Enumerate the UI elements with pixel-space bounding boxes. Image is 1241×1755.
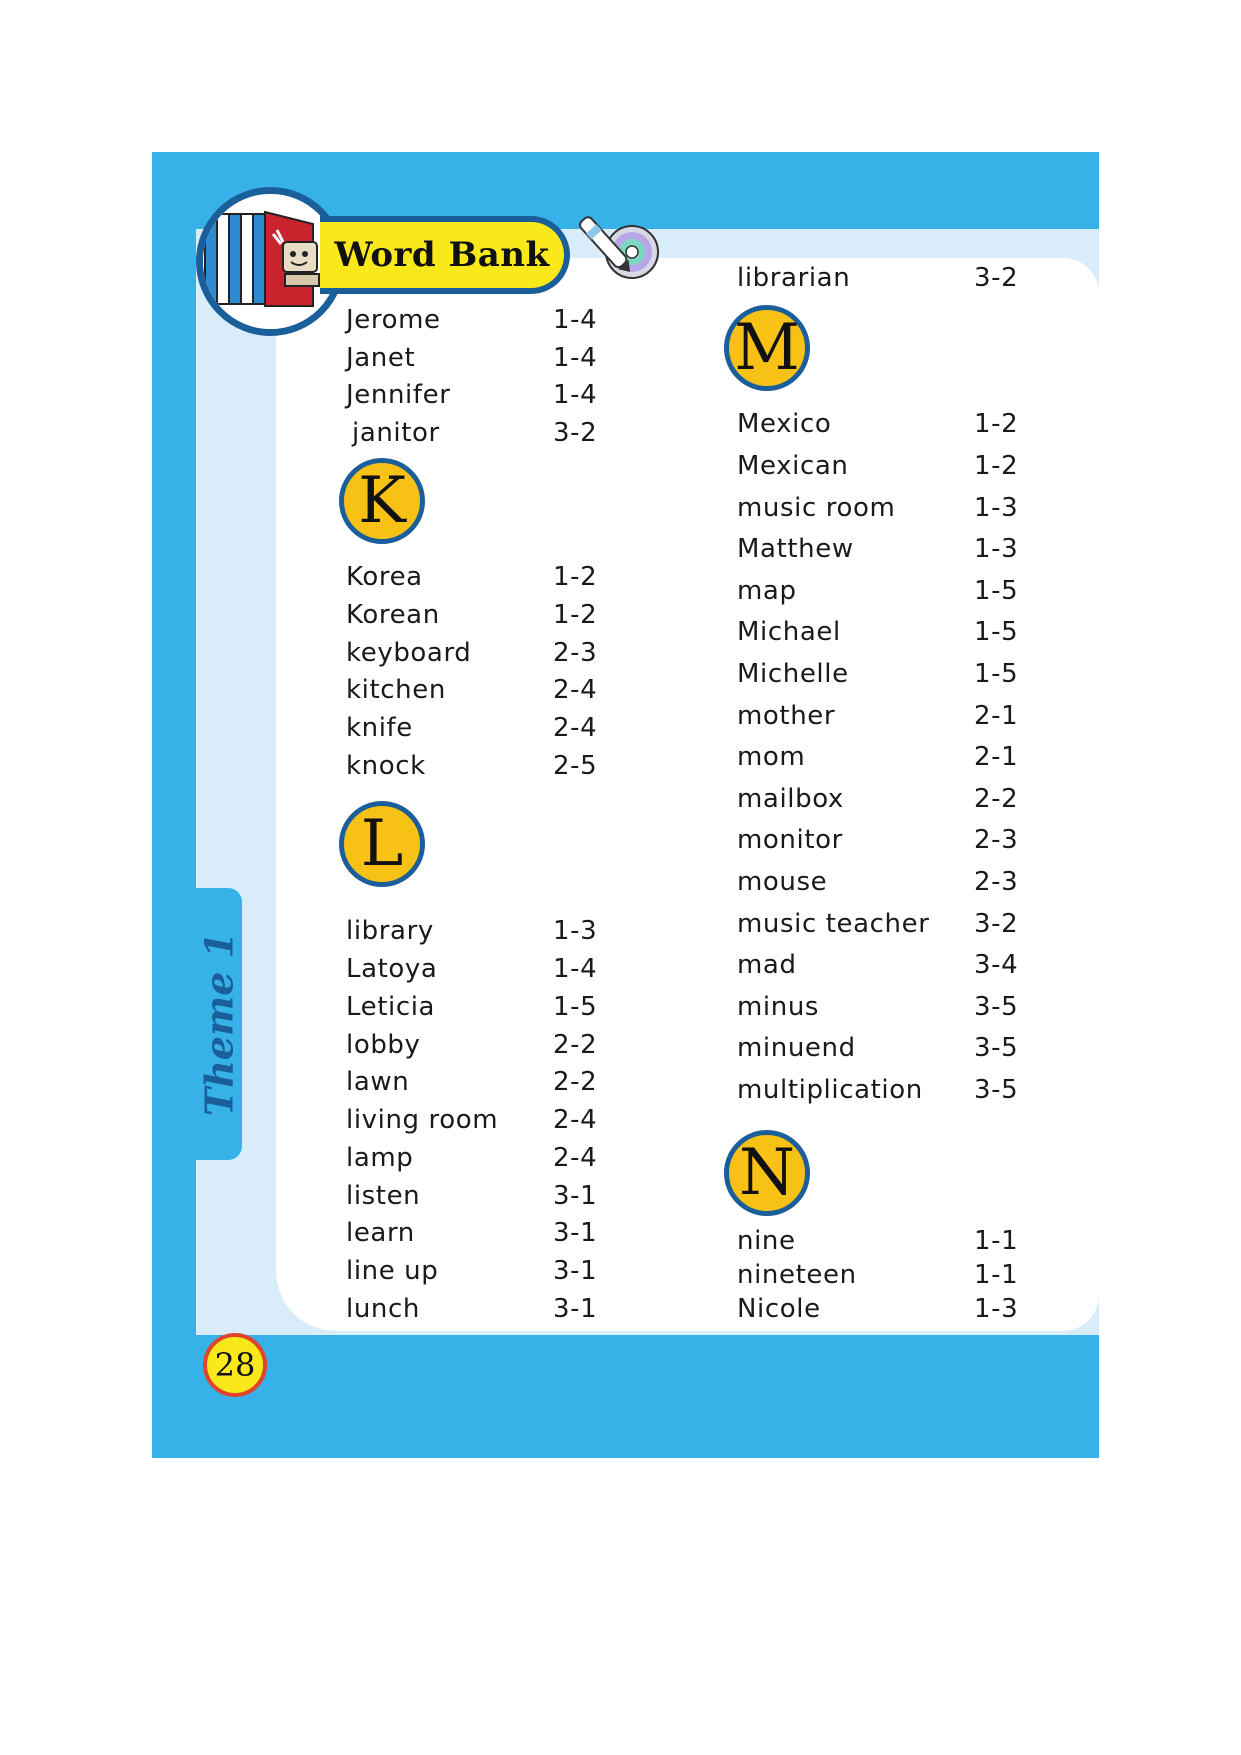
entry-code: 1-3 — [974, 534, 1019, 564]
entry-word: map — [737, 576, 797, 606]
entry-code: 2-1 — [974, 701, 1019, 731]
entry-word: nine — [737, 1226, 796, 1256]
entry-word: janitor — [352, 418, 440, 448]
books-computer-icon — [196, 187, 345, 336]
entry-word: kitchen — [346, 675, 446, 705]
entry-code: 1-1 — [974, 1226, 1019, 1256]
entry-word: multiplication — [737, 1075, 923, 1105]
content-panel — [276, 258, 1099, 1331]
entry-code: 3-1 — [553, 1181, 598, 1211]
entry-code: 2-2 — [974, 784, 1019, 814]
entry-code: 1-4 — [553, 954, 598, 984]
entry-word: minus — [737, 992, 820, 1022]
pen-cd-icon — [578, 206, 662, 286]
title-banner: Word Bank — [320, 216, 570, 294]
entry-word: learn — [346, 1218, 415, 1248]
entry-word: Matthew — [737, 534, 854, 564]
entry-word: mad — [737, 950, 797, 980]
entry-code: 1-1 — [974, 1260, 1019, 1290]
entry-word: librarian — [737, 263, 851, 293]
entry-code: 1-4 — [553, 343, 598, 373]
entry-word: minuend — [737, 1033, 856, 1063]
entry-word: library — [346, 916, 434, 946]
entry-word: music teacher — [737, 909, 930, 939]
entry-code: 2-5 — [553, 751, 598, 781]
entry-code: 3-2 — [553, 418, 598, 448]
entry-code: 1-3 — [974, 493, 1019, 523]
entry-code: 2-4 — [553, 1105, 598, 1135]
entry-word: line up — [346, 1256, 439, 1286]
entry-word: living room — [346, 1105, 499, 1135]
entry-code: 2-2 — [553, 1030, 598, 1060]
page-number: 28 — [203, 1333, 267, 1397]
entry-word: lunch — [346, 1294, 420, 1324]
entry-word: Janet — [346, 343, 416, 373]
entry-code: 1-3 — [974, 1294, 1019, 1324]
entry-word: Mexican — [737, 451, 849, 481]
entry-word: music room — [737, 493, 896, 523]
page-title: Word Bank — [334, 235, 550, 275]
entry-word: Nicole — [737, 1294, 821, 1324]
entry-word: mom — [737, 742, 806, 772]
entry-code: 2-3 — [974, 825, 1019, 855]
entry-code: 3-5 — [974, 1075, 1019, 1105]
entry-word: mouse — [737, 867, 828, 897]
entry-code: 1-5 — [974, 659, 1019, 689]
entry-word: lobby — [346, 1030, 421, 1060]
entry-code: 1-2 — [974, 409, 1019, 439]
entry-word: mother — [737, 701, 836, 731]
entry-word: listen — [346, 1181, 421, 1211]
entry-code: 3-1 — [553, 1256, 598, 1286]
entry-code: 3-2 — [974, 263, 1019, 293]
entry-code: 2-4 — [553, 1143, 598, 1173]
entry-word: Latoya — [346, 954, 438, 984]
bottom-band — [152, 1372, 1099, 1458]
entry-code: 1-5 — [974, 617, 1019, 647]
theme-label: Theme 1 — [196, 931, 242, 1117]
entry-code: 1-2 — [553, 562, 598, 592]
entry-code: 3-1 — [553, 1294, 598, 1324]
letter-l-badge: L — [339, 801, 425, 887]
entry-code: 2-2 — [553, 1067, 598, 1097]
entry-word: lamp — [346, 1143, 414, 1173]
entry-code: 1-5 — [553, 992, 598, 1022]
letter-k-badge: K — [339, 458, 425, 544]
entry-word: Korea — [346, 562, 423, 592]
entry-word: Michelle — [737, 659, 849, 689]
entry-code: 3-4 — [974, 950, 1019, 980]
entry-word: Mexico — [737, 409, 832, 439]
entry-code: 1-4 — [553, 305, 598, 335]
entry-code: 1-4 — [553, 380, 598, 410]
entry-word: Michael — [737, 617, 841, 647]
entry-code: 2-3 — [974, 867, 1019, 897]
entry-word: keyboard — [346, 638, 472, 668]
theme-tab — [196, 888, 242, 1160]
entry-code: 1-2 — [974, 451, 1019, 481]
entry-word: knife — [346, 713, 413, 743]
entry-word: Korean — [346, 600, 440, 630]
entry-word: lawn — [346, 1067, 410, 1097]
entry-word: Leticia — [346, 992, 436, 1022]
entry-code: 3-5 — [974, 992, 1019, 1022]
letter-n-badge: N — [724, 1130, 810, 1216]
entry-code: 3-2 — [974, 909, 1019, 939]
entry-word: mailbox — [737, 784, 844, 814]
entry-code: 3-5 — [974, 1033, 1019, 1063]
entry-code: 1-3 — [553, 916, 598, 946]
entry-code: 2-4 — [553, 713, 598, 743]
entry-code: 2-1 — [974, 742, 1019, 772]
entry-code: 2-3 — [553, 638, 598, 668]
entry-code: 1-2 — [553, 600, 598, 630]
entry-code: 2-4 — [553, 675, 598, 705]
entry-word: monitor — [737, 825, 843, 855]
letter-m-badge: M — [724, 305, 810, 391]
entry-word: nineteen — [737, 1260, 857, 1290]
entry-code: 1-5 — [974, 576, 1019, 606]
entry-word: knock — [346, 751, 426, 781]
entry-word: Jerome — [346, 305, 441, 335]
entry-code: 3-1 — [553, 1218, 598, 1248]
entry-word: Jennifer — [346, 380, 451, 410]
